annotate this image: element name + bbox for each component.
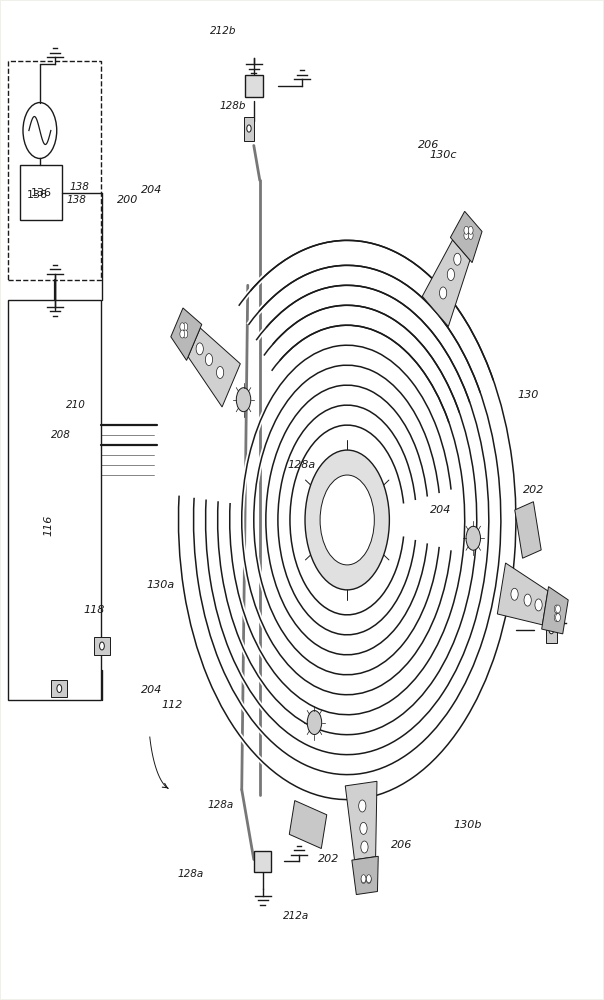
Circle shape xyxy=(556,614,561,622)
Text: 128a: 128a xyxy=(178,869,204,879)
Polygon shape xyxy=(422,240,470,326)
Circle shape xyxy=(466,526,481,550)
Polygon shape xyxy=(352,856,378,895)
Text: 202: 202 xyxy=(523,485,545,495)
Circle shape xyxy=(440,287,447,299)
Circle shape xyxy=(464,231,469,239)
Polygon shape xyxy=(497,563,548,625)
Text: 210: 210 xyxy=(66,400,86,410)
Circle shape xyxy=(359,800,366,812)
Text: 130c: 130c xyxy=(430,150,457,160)
Circle shape xyxy=(468,231,473,239)
Circle shape xyxy=(454,253,461,265)
Text: 212a: 212a xyxy=(283,911,309,921)
Polygon shape xyxy=(345,781,377,860)
Polygon shape xyxy=(515,502,541,558)
Text: 136: 136 xyxy=(31,188,51,198)
Circle shape xyxy=(367,875,371,883)
Text: 130a: 130a xyxy=(146,580,175,590)
Polygon shape xyxy=(451,211,482,263)
Circle shape xyxy=(307,711,322,735)
Polygon shape xyxy=(546,617,557,643)
Circle shape xyxy=(554,614,559,622)
Bar xyxy=(245,75,263,97)
Circle shape xyxy=(556,605,561,613)
Circle shape xyxy=(361,841,368,853)
Circle shape xyxy=(100,642,104,650)
Polygon shape xyxy=(289,801,327,849)
Text: 212b: 212b xyxy=(210,26,237,36)
Text: 208: 208 xyxy=(51,430,71,440)
Text: 130: 130 xyxy=(517,390,539,400)
Text: 206: 206 xyxy=(391,840,412,850)
Bar xyxy=(8,61,101,280)
Text: 138: 138 xyxy=(66,195,86,205)
Circle shape xyxy=(216,366,223,378)
Circle shape xyxy=(367,875,371,883)
Circle shape xyxy=(320,475,374,565)
Bar xyxy=(20,165,62,220)
Text: 130b: 130b xyxy=(454,820,482,830)
Circle shape xyxy=(549,626,554,634)
Text: 206: 206 xyxy=(418,140,439,150)
Text: 200: 200 xyxy=(117,195,138,205)
Circle shape xyxy=(464,226,469,234)
Circle shape xyxy=(448,269,454,281)
Circle shape xyxy=(305,450,390,590)
Text: 202: 202 xyxy=(318,854,340,864)
Circle shape xyxy=(247,125,251,132)
Text: 204: 204 xyxy=(430,505,451,515)
Circle shape xyxy=(236,388,251,412)
Polygon shape xyxy=(188,328,240,407)
Polygon shape xyxy=(171,308,202,360)
Circle shape xyxy=(360,822,367,834)
Circle shape xyxy=(535,599,542,611)
Circle shape xyxy=(196,343,204,355)
Circle shape xyxy=(180,330,185,338)
Text: 204: 204 xyxy=(141,185,162,195)
Text: 128a: 128a xyxy=(208,800,234,810)
Circle shape xyxy=(511,588,518,600)
Polygon shape xyxy=(51,680,67,697)
Circle shape xyxy=(468,226,473,234)
Text: 128b: 128b xyxy=(219,101,246,111)
Circle shape xyxy=(361,875,366,883)
Circle shape xyxy=(554,605,559,613)
Text: 138: 138 xyxy=(69,182,89,192)
Bar xyxy=(254,851,271,872)
Bar xyxy=(8,300,101,700)
Circle shape xyxy=(205,354,213,366)
Circle shape xyxy=(183,323,188,331)
Text: 112: 112 xyxy=(162,700,183,710)
Circle shape xyxy=(361,875,366,883)
Circle shape xyxy=(524,594,532,606)
Circle shape xyxy=(180,323,185,331)
Text: 204: 204 xyxy=(141,685,162,695)
Circle shape xyxy=(183,330,188,338)
Text: 118: 118 xyxy=(83,605,104,615)
Text: 128a: 128a xyxy=(288,460,316,470)
Text: 136: 136 xyxy=(27,190,47,200)
Text: 116: 116 xyxy=(44,514,54,536)
Polygon shape xyxy=(244,117,254,140)
Polygon shape xyxy=(542,587,568,634)
Polygon shape xyxy=(94,637,110,655)
Circle shape xyxy=(57,685,62,692)
